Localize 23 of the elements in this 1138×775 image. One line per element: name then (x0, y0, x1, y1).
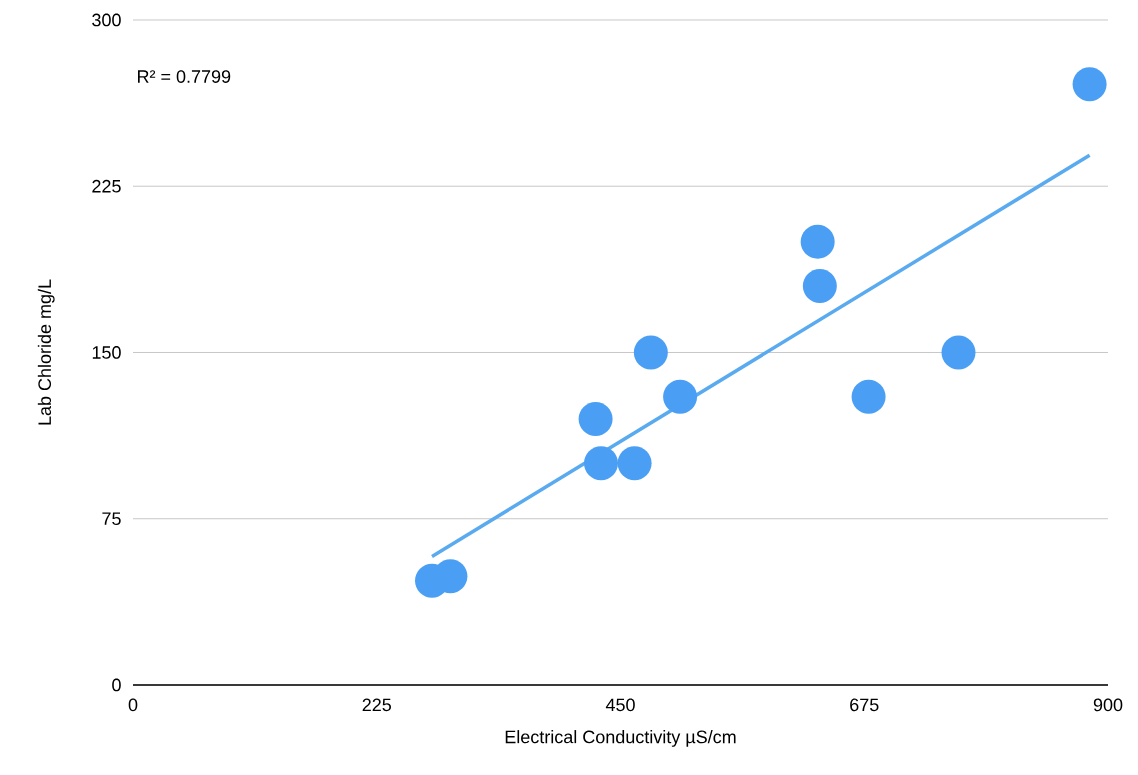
point (617, 446, 652, 481)
point (584, 446, 619, 481)
annotation: R² = 0.7799 (138, 70, 231, 83)
point (802, 268, 837, 303)
y-tick-label: 225 (92, 179, 121, 193)
point (851, 379, 886, 414)
x-axis-title: Electrical Conductivity µS/cm (505, 730, 736, 747)
y-tick-label: 150 (92, 346, 121, 359)
point (941, 335, 976, 370)
y-tick-label: 300 (92, 13, 121, 27)
point (1072, 67, 1107, 102)
point (800, 224, 835, 259)
x-tick-label: 450 (605, 698, 635, 712)
x-tick-label: 675 (850, 698, 879, 712)
point (663, 379, 698, 414)
point (633, 335, 668, 370)
x-tick-label: 0 (128, 698, 138, 712)
x-tick-label: 225 (362, 698, 392, 712)
y-tick-label: 0 (112, 678, 121, 692)
y-tick-label: 75 (102, 512, 121, 526)
point (578, 401, 613, 436)
x-tick-label: 900 (1093, 698, 1123, 712)
y-axis-title: Lab Chloride mg/L (37, 279, 55, 425)
